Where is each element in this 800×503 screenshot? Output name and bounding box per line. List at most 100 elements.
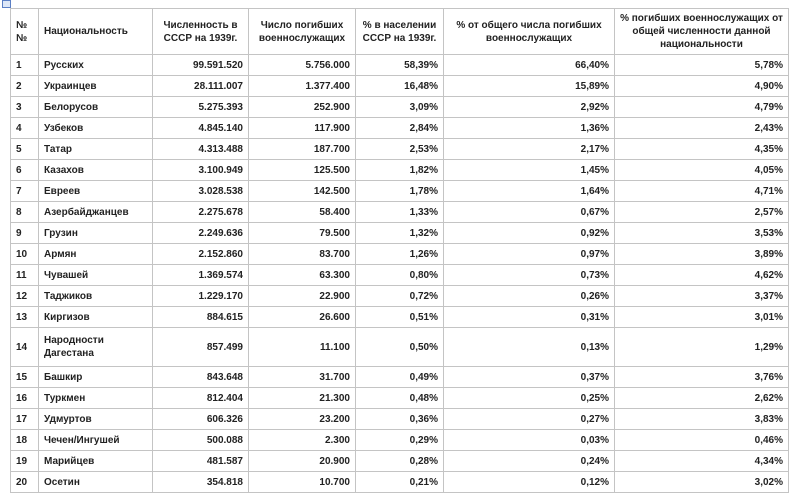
- table-row: 9 Грузин 2.249.636 79.500 1,32% 0,92% 3,53%: [10, 222, 789, 244]
- table-cell: 500.088: [152, 429, 249, 451]
- table-cell: 2.152.860: [152, 243, 249, 265]
- table-row: 16 Туркмен 812.404 21.300 0,48% 0,25% 2,62%: [10, 387, 789, 409]
- table-cell: 2,84%: [355, 117, 444, 139]
- header-cell: Число погибших военнослужащих: [248, 8, 356, 55]
- table-cell: 142.500: [248, 180, 356, 202]
- table-cell: 0,49%: [355, 366, 444, 388]
- header-cell: % от общего числа погибших военнослужащи…: [443, 8, 615, 55]
- table-cell: 6: [10, 159, 39, 181]
- table-cell: 0,46%: [614, 429, 789, 451]
- table-cell: 28.111.007: [152, 75, 249, 97]
- table-cell: 23.200: [248, 408, 356, 430]
- table-cell: 0,26%: [443, 285, 615, 307]
- table-cell: 1,33%: [355, 201, 444, 223]
- table-row: 19 Марийцев 481.587 20.900 0,28% 0,24% 4,34%: [10, 450, 789, 472]
- table-cell: 18: [10, 429, 39, 451]
- table-cell: 0,67%: [443, 201, 615, 223]
- table-cell: 4,62%: [614, 264, 789, 286]
- table-cell: 0,12%: [443, 471, 615, 493]
- table-cell: 2.300: [248, 429, 356, 451]
- table-cell: 3,09%: [355, 96, 444, 118]
- table-cell: 117.900: [248, 117, 356, 139]
- table-cell: 0,21%: [355, 471, 444, 493]
- table-cell: 1.377.400: [248, 75, 356, 97]
- table-cell: 12: [10, 285, 39, 307]
- table-cell: 1,26%: [355, 243, 444, 265]
- table-cell: Русских: [38, 54, 153, 76]
- table-cell: 354.818: [152, 471, 249, 493]
- table-cell: Таджиков: [38, 285, 153, 307]
- table-cell: 7: [10, 180, 39, 202]
- table-cell: Казахов: [38, 159, 153, 181]
- table-cell: Грузин: [38, 222, 153, 244]
- table-row: 5 Татар 4.313.488 187.700 2,53% 2,17% 4,35%: [10, 138, 789, 160]
- table-cell: 0,51%: [355, 306, 444, 328]
- table-cell: 5,78%: [614, 54, 789, 76]
- table-cell: 21.300: [248, 387, 356, 409]
- table-cell: 3,76%: [614, 366, 789, 388]
- table-cell: 1,64%: [443, 180, 615, 202]
- table-cell: 4.313.488: [152, 138, 249, 160]
- table-cell: 4,79%: [614, 96, 789, 118]
- table-cell: 0,36%: [355, 408, 444, 430]
- table-cell: 11.100: [248, 327, 356, 367]
- table-cell: 8: [10, 201, 39, 223]
- table-cell: 10.700: [248, 471, 356, 493]
- table-row: 11 Чувашей 1.369.574 63.300 0,80% 0,73% 4,62%: [10, 264, 789, 286]
- table-cell: 0,25%: [443, 387, 615, 409]
- table-cell: 1,78%: [355, 180, 444, 202]
- table-cell: 0,31%: [443, 306, 615, 328]
- table-cell: 125.500: [248, 159, 356, 181]
- table-cell: Башкир: [38, 366, 153, 388]
- table-cell: 99.591.520: [152, 54, 249, 76]
- table-cell: Народности Дагестана: [38, 327, 153, 367]
- table-cell: 0,97%: [443, 243, 615, 265]
- table-cell: 2,57%: [614, 201, 789, 223]
- table-cell: 1,82%: [355, 159, 444, 181]
- table-cell: 0,92%: [443, 222, 615, 244]
- table-cell: 5.275.393: [152, 96, 249, 118]
- table-cell: 1,36%: [443, 117, 615, 139]
- table-cell: Евреев: [38, 180, 153, 202]
- table-row: 20 Осетин 354.818 10.700 0,21% 0,12% 3,02%: [10, 471, 789, 493]
- table-cell: Туркмен: [38, 387, 153, 409]
- table-cell: 22.900: [248, 285, 356, 307]
- header-cell: % в населении СССР на 1939г.: [355, 8, 444, 55]
- table-cell: Марийцев: [38, 450, 153, 472]
- table-cell: 4,35%: [614, 138, 789, 160]
- table-row: 8 Азербайджанцев 2.275.678 58.400 1,33% 0,67%…: [10, 201, 789, 223]
- table-cell: 0,73%: [443, 264, 615, 286]
- table-body: 1 Русских 99.591.520 5.756.000 58,39% 66,40% 5…: [10, 54, 789, 493]
- table-cell: 606.326: [152, 408, 249, 430]
- table-cell: 16,48%: [355, 75, 444, 97]
- table-cell: 3,02%: [614, 471, 789, 493]
- table-cell: 16: [10, 387, 39, 409]
- table-cell: 1,32%: [355, 222, 444, 244]
- table-cell: 3,01%: [614, 306, 789, 328]
- table-cell: 13: [10, 306, 39, 328]
- table-cell: 3,37%: [614, 285, 789, 307]
- table-cell: 2,92%: [443, 96, 615, 118]
- table-cell: 0,24%: [443, 450, 615, 472]
- table-cell: 0,13%: [443, 327, 615, 367]
- table-row: 18 Чечен/Ингушей 500.088 2.300 0,29% 0,03% 0,4…: [10, 429, 789, 451]
- table-cell: 0,50%: [355, 327, 444, 367]
- table-cell: 0,37%: [443, 366, 615, 388]
- table-cell: 2,43%: [614, 117, 789, 139]
- table-cell: 843.648: [152, 366, 249, 388]
- table-cell: 0,80%: [355, 264, 444, 286]
- table-cell: 3,83%: [614, 408, 789, 430]
- table-cell: 31.700: [248, 366, 356, 388]
- table-cell: 58,39%: [355, 54, 444, 76]
- table-cell: 5.756.000: [248, 54, 356, 76]
- table: № № Национальность Численность в СССР на 1…: [10, 8, 789, 493]
- table-cell: 3.028.538: [152, 180, 249, 202]
- table-cell: 1,45%: [443, 159, 615, 181]
- table-cell: 63.300: [248, 264, 356, 286]
- table-row: 15 Башкир 843.648 31.700 0,49% 0,37% 3,76%: [10, 366, 789, 388]
- header-cell: Численность в СССР на 1939г.: [152, 8, 249, 55]
- header-cell: % погибших военнослужащих от общей числе…: [614, 8, 789, 55]
- table-cell: 20.900: [248, 450, 356, 472]
- table-cell: Чечен/Ингушей: [38, 429, 153, 451]
- table-row: 1 Русских 99.591.520 5.756.000 58,39% 66,40% 5…: [10, 54, 789, 76]
